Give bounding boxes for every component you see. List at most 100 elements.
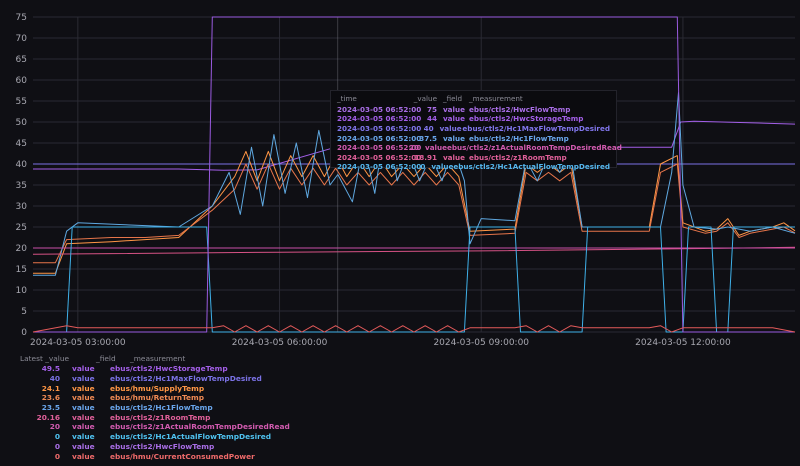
tooltip-value: 18.91 [414, 152, 437, 162]
legend-row: 0 value ebus/ctls2/HwcFlowTemp [0, 442, 400, 452]
legend-measurement: ebus/hmu/CurrentConsumedPower [110, 451, 255, 461]
legend-value: 20.16 [36, 412, 60, 422]
y-tick-label: 5 [21, 307, 27, 317]
tooltip-value: 0 [420, 162, 426, 172]
tooltip-time: 2024-03-05 06:52:00 [337, 124, 422, 134]
tooltip-value: 20 [409, 143, 420, 153]
series-line [33, 226, 795, 333]
tooltip-measurement: ebus/ctls2/z1ActualRoomTempDesiredRead [447, 143, 622, 153]
tooltip-field: value [443, 104, 465, 114]
series-line [33, 163, 796, 264]
tooltip-header-time: _time [337, 94, 357, 104]
y-tick-label: 65 [16, 55, 27, 65]
legend-measurement: ebus/hmu/SupplyTemp [110, 383, 205, 393]
y-tick-label: 20 [16, 244, 28, 254]
legend-value: 23.6 [41, 393, 60, 403]
tooltip-row: 2024-03-05 06:52:00 37.5 value ebus/ctls2/H… [337, 133, 610, 143]
y-tick-label: 15 [16, 265, 27, 275]
series-lines [32, 16, 796, 333]
tooltip-row: 2024-03-05 06:52:00 75 value ebus/ctls2/Hwc… [337, 105, 610, 115]
tooltip-header-field: _field [443, 94, 463, 104]
legend-value: 0 [54, 441, 60, 451]
tooltip-header-value: _value [413, 94, 437, 104]
y-tick-label: 50 [16, 118, 28, 128]
legend-measurement: ebus/ctls2/Hc1FlowTemp [110, 403, 213, 413]
y-tick-label: 70 [16, 34, 28, 44]
legend-row: 40 value ebus/ctls2/Hc1MaxFlowTempDesired [0, 374, 400, 384]
y-tick-label: 75 [16, 13, 27, 23]
legend-field: value [72, 393, 95, 403]
y-tick-label: 55 [16, 97, 27, 107]
tooltip-row: 2024-03-05 06:52:00 44 value ebus/ctls2/Hwc… [337, 114, 610, 124]
legend-measurement: ebus/ctls2/z1RoomTemp [110, 412, 211, 422]
y-tick-label: 30 [16, 202, 28, 212]
tooltip-time: 2024-03-05 06:52:00 [337, 114, 422, 124]
series-line [33, 92, 796, 276]
legend-header-field: _field [96, 353, 116, 363]
tooltip-measurement: ebus/ctls2/HwcStorageTemp [469, 114, 584, 124]
legend-field: value [72, 383, 95, 393]
legend-field: value [72, 422, 95, 432]
legend-field: value [72, 441, 95, 451]
legend-header-measurement: _measurement [130, 353, 186, 363]
legend-field: value [72, 412, 95, 422]
legend-measurement: ebus/ctls2/Hc1MaxFlowTempDesired [110, 374, 262, 384]
y-tick-label: 40 [16, 160, 28, 170]
legend-field: value [72, 432, 95, 442]
y-tick-label: 10 [16, 286, 28, 296]
line-chart[interactable]: 0 5 10 15 20 25 30 35 40 45 50 55 60 65 70 75 2024-03-0… [0, 0, 800, 350]
series-line [33, 16, 795, 333]
tooltip-field: value [443, 152, 465, 162]
tooltip-row: 2024-03-05 06:52:00 0 value ebus/ctls2/Hc1A… [337, 162, 610, 172]
tooltip-time: 2024-03-05 06:52:00 [337, 143, 422, 153]
tooltip-measurement: ebus/ctls2/z1RoomTemp [469, 152, 567, 162]
legend-field: value [72, 374, 95, 384]
tooltip-value: 75 [426, 104, 437, 114]
x-axis-ticks: 2024-03-05 03:00:00 2024-03-05 06:00:00 20… [30, 338, 731, 348]
legend-row: 0 value ebus/ctls2/Hc1ActualFlowTempDesire… [0, 432, 400, 442]
legend-field: value [72, 364, 95, 374]
legend-value: 40 [49, 374, 60, 384]
tooltip-field: value [431, 162, 454, 172]
y-tick-label: 60 [16, 76, 28, 86]
legend-row: 49.5 value ebus/ctls2/HwcStorageTemp [0, 364, 400, 374]
y-tick-label: 35 [16, 181, 27, 191]
legend-value: 20 [49, 422, 60, 432]
legend-measurement: ebus/ctls2/z1ActualRoomTempDesiredRead [110, 422, 290, 432]
y-tick-label: 45 [16, 139, 27, 149]
x-tick-label: 2024-03-05 03:00:00 [30, 338, 126, 348]
tooltip-value: 40 [423, 124, 434, 134]
legend-field: value [72, 451, 95, 461]
legend-row: 23.5 value ebus/ctls2/Hc1FlowTemp [0, 403, 400, 413]
tooltip-value: 37.5 [419, 133, 437, 143]
tooltip-measurement: ebus/ctls2/HwcFlowTemp [469, 104, 571, 114]
legend-value: 49.5 [41, 364, 60, 374]
y-axis-ticks: 0 5 10 15 20 25 30 35 40 45 50 55 60 65 70 75 [16, 13, 28, 338]
legend-row: 20.16 value ebus/ctls2/z1RoomTemp [0, 412, 400, 422]
legend-header-value: Latest _value [20, 353, 70, 363]
series-line [33, 150, 796, 274]
tooltip-field: value [443, 114, 465, 124]
tooltip-field: value [439, 124, 462, 134]
legend-measurement: ebus/ctls2/Hc1ActualFlowTempDesired [110, 432, 272, 442]
tooltip-value: 44 [426, 114, 437, 124]
legend-measurement: ebus/ctls2/HwcStorageTemp [110, 364, 228, 374]
tooltip-time: 2024-03-05 06:52:00 [337, 162, 422, 172]
legend-measurement: ebus/ctls2/HwcFlowTemp [110, 441, 215, 451]
legend-value: 0 [54, 432, 60, 442]
tooltip-row: 2024-03-05 06:52:00 40 value ebus/ctls2/Hc1… [337, 124, 610, 134]
series-line [32, 325, 796, 333]
tooltip-header-measurement: _measurement [469, 94, 523, 104]
tooltip-time: 2024-03-05 06:52:00 [337, 133, 422, 143]
x-tick-label: 2024-03-05 06:00:00 [232, 338, 328, 348]
legend-row: 23.6 value ebus/hmu/ReturnTemp [0, 393, 400, 403]
legend-value: 24.1 [41, 383, 60, 393]
legend-row: 0 value ebus/hmu/CurrentConsumedPower [0, 451, 400, 461]
tooltip-header: _time _value _field _measurement [337, 94, 610, 104]
tooltip-row: 2024-03-05 06:52:00 20 value ebus/ctls2/z1A… [337, 143, 622, 153]
tooltip-field: value [425, 143, 448, 153]
y-tick-label: 0 [21, 328, 27, 338]
tooltip-time: 2024-03-05 06:52:00 [337, 152, 422, 162]
legend-header: Latest _value _field _measurement [0, 352, 400, 364]
grid [33, 16, 795, 333]
